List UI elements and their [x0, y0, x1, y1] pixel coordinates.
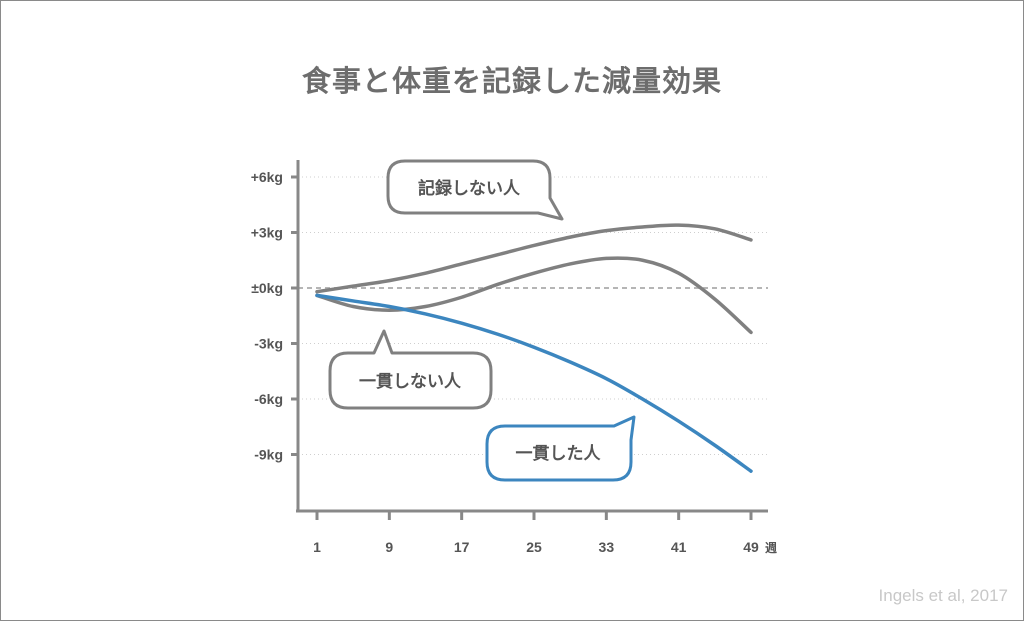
bubble-inconsistent: 一貫しない人 — [328, 329, 493, 410]
y-tick-label: -3kg — [254, 336, 283, 352]
grid-lines — [298, 176, 768, 455]
bubble-consistent-shape — [485, 415, 636, 482]
series-line-inconsistent — [315, 256, 753, 335]
x-tick-label: 33 — [599, 539, 615, 555]
series-line-consistent — [315, 293, 753, 473]
bubble-consistent: 一貫した人 — [485, 415, 636, 482]
y-tick-label: -6kg — [254, 391, 283, 407]
x-tick-label: 9 — [385, 539, 393, 555]
bubble-no-record: 記録しない人 — [386, 159, 564, 221]
x-tick-label: 17 — [454, 539, 470, 555]
y-ticks: +6kg +3kg ±0kg -3kg -6kg -9kg — [251, 169, 298, 463]
bubble-inconsistent-label: 一貫しない人 — [359, 372, 462, 392]
x-tick-label: 41 — [671, 539, 687, 555]
x-ticks: 1 9 17 25 33 41 49 週 — [313, 511, 777, 555]
y-tick-label: +3kg — [251, 225, 283, 241]
x-axis-unit: 週 — [765, 540, 777, 555]
y-tick-label: -9kg — [254, 447, 283, 463]
bubble-consistent-label: 一貫した人 — [516, 444, 602, 464]
bubble-no-record-label: 記録しない人 — [418, 178, 521, 199]
series-line-no-record — [315, 223, 753, 294]
y-tick-label: ±0kg — [251, 280, 283, 296]
x-tick-label: 25 — [526, 539, 542, 555]
x-tick-label: 1 — [313, 539, 321, 555]
x-tick-label: 49 — [743, 539, 759, 555]
chart-title: 食事と体重を記録した減量効果 — [301, 64, 722, 98]
axes — [296, 160, 768, 513]
source-citation: Ingels et al, 2017 — [878, 586, 1008, 605]
bubble-no-record-shape — [386, 159, 564, 221]
series-lines — [315, 223, 753, 473]
y-tick-label: +6kg — [251, 169, 283, 185]
bubble-inconsistent-shape — [328, 329, 493, 410]
